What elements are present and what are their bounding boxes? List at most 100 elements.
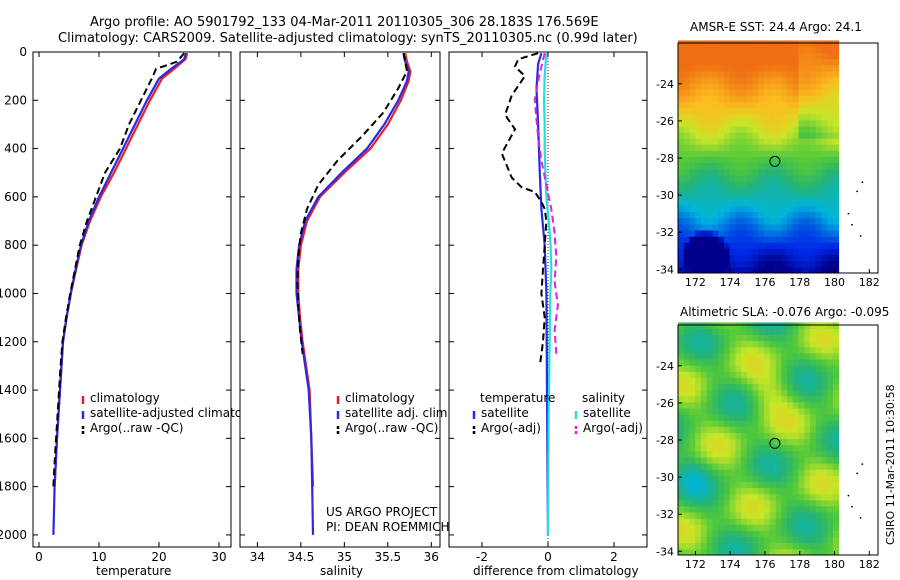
heatmap-cell — [746, 266, 753, 274]
heatmap-cell — [718, 150, 725, 158]
heatmap-cell — [735, 175, 742, 182]
heatmap-cell — [833, 168, 840, 176]
heatmap-cell — [706, 438, 713, 446]
heatmap-cell — [798, 71, 805, 78]
heatmap-cell — [695, 83, 702, 90]
heatmap-cell — [810, 224, 817, 231]
figure-title-line1: Argo profile: AO 5901792_133 04-Mar-2011… — [90, 15, 599, 30]
heatmap-cell — [695, 481, 702, 488]
heatmap-cell — [695, 353, 702, 360]
heatmap-cell — [804, 40, 811, 47]
heatmap-cell — [723, 371, 730, 378]
heatmap-cell — [804, 353, 811, 360]
heatmap-cell — [723, 365, 730, 372]
heatmap-cell — [775, 193, 782, 200]
heatmap-cell — [706, 120, 713, 127]
heatmap-cell — [706, 359, 713, 366]
heatmap-cell — [827, 469, 834, 476]
heatmap-cell — [775, 266, 782, 274]
heatmap-cell — [827, 217, 834, 225]
heatmap-cell — [741, 371, 748, 378]
x-tick-label: 36 — [424, 550, 439, 564]
heatmap-cell — [735, 181, 742, 188]
heatmap-cell — [746, 205, 753, 213]
heatmap-cell — [741, 395, 748, 403]
heatmap-cell — [695, 95, 702, 102]
heatmap-cell — [683, 156, 690, 164]
heatmap-cell — [706, 420, 713, 427]
heatmap-cell — [723, 328, 730, 335]
heatmap-cell — [815, 187, 822, 194]
heatmap-cell — [729, 193, 736, 200]
heatmap-cell — [833, 536, 840, 544]
heatmap-cell — [706, 40, 713, 47]
heatmap-cell — [752, 518, 759, 525]
heatmap-cell — [741, 64, 748, 72]
heatmap-cell — [804, 217, 811, 225]
heatmap-cell — [718, 181, 725, 188]
heatmap-cell — [701, 353, 708, 360]
heatmap-cell — [735, 217, 742, 225]
series-temperature-satellite — [535, 52, 550, 535]
heatmap-cell — [792, 254, 799, 262]
heatmap-cell — [827, 126, 834, 133]
heatmap-cell — [821, 52, 828, 60]
heatmap-cell — [764, 389, 771, 397]
heatmap-cell — [787, 322, 794, 329]
heatmap-cell — [741, 481, 748, 488]
heatmap-cell — [735, 548, 742, 556]
heatmap-cell — [781, 113, 788, 121]
heatmap-cell — [775, 377, 782, 384]
heatmap-cell — [718, 187, 725, 194]
heatmap-cell — [695, 120, 702, 127]
heatmap-cell — [804, 101, 811, 109]
heatmap-cell — [821, 402, 828, 409]
heatmap-cell — [764, 371, 771, 378]
heatmap-cell — [815, 217, 822, 225]
heatmap-cell — [695, 205, 702, 213]
heatmap-cell — [752, 438, 759, 446]
heatmap-cell — [701, 493, 708, 501]
heatmap-cell — [678, 150, 685, 158]
heatmap-cell — [787, 193, 794, 200]
heatmap-cell — [827, 236, 834, 243]
heatmap-cell — [827, 83, 834, 90]
heatmap-cell — [701, 377, 708, 384]
heatmap-cell — [827, 402, 834, 409]
heatmap-cell — [695, 548, 702, 556]
heatmap-cell — [741, 450, 748, 458]
heatmap-cell — [695, 138, 702, 145]
heatmap-cell — [833, 481, 840, 488]
heatmap-cell — [678, 420, 685, 427]
heatmap-cell — [752, 548, 759, 556]
heatmap-cell — [712, 254, 719, 262]
heatmap-cell — [701, 89, 708, 96]
heatmap-cell — [706, 181, 713, 188]
heatmap-cell — [758, 254, 765, 262]
heatmap-cell — [701, 83, 708, 90]
heatmap-cell — [815, 162, 822, 170]
heatmap-cell — [810, 457, 817, 464]
heatmap-cell — [678, 40, 685, 47]
heatmap-cell — [827, 205, 834, 213]
heatmap-cell — [718, 469, 725, 476]
heatmap-cell — [735, 542, 742, 550]
heatmap-cell — [729, 52, 736, 60]
heatmap-cell — [678, 389, 685, 397]
heatmap-cell — [769, 414, 776, 421]
heatmap-cell — [689, 77, 696, 84]
heatmap-cell — [683, 120, 690, 127]
heatmap-cell — [764, 340, 771, 348]
heatmap-cell — [752, 144, 759, 151]
heatmap-cell — [746, 383, 753, 391]
y-tick-label: 1600 — [0, 431, 27, 445]
heatmap-cell — [764, 77, 771, 84]
heatmap-cell — [781, 46, 788, 53]
heatmap-cell — [723, 395, 730, 403]
heatmap-cell — [718, 353, 725, 360]
heatmap-cell — [678, 487, 685, 495]
heatmap-cell — [741, 40, 748, 47]
heatmap-cell — [758, 518, 765, 525]
heatmap-cell — [804, 260, 811, 268]
heatmap-cell — [821, 175, 828, 182]
